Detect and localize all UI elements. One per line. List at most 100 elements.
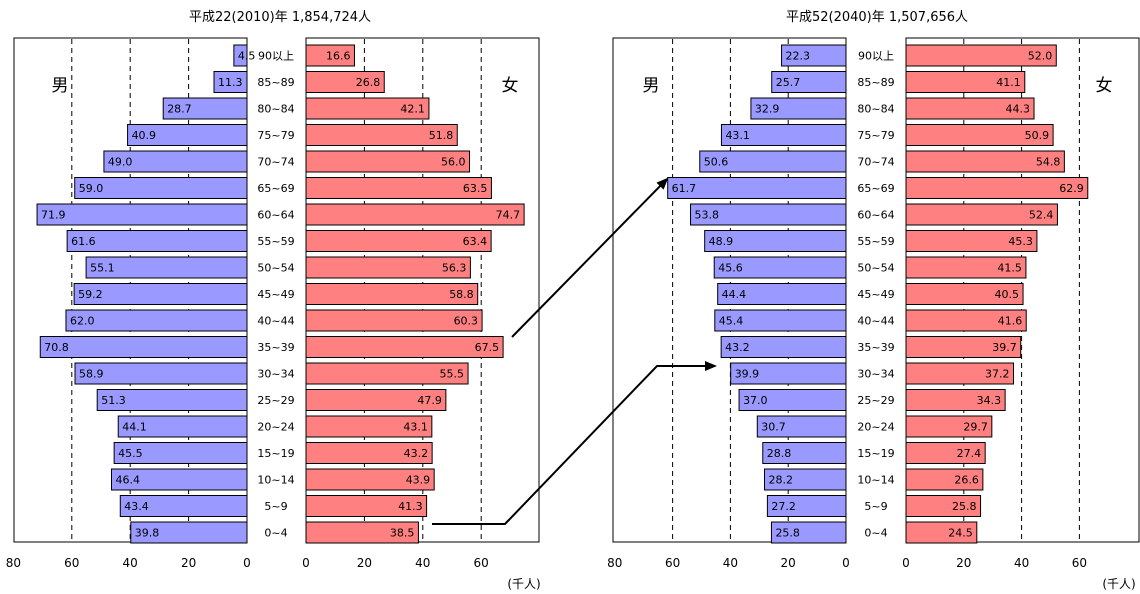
bar-male — [699, 150, 847, 173]
bar-male — [213, 71, 248, 93]
bar-female — [305, 203, 525, 226]
value-label-female: 27.4 — [957, 447, 982, 460]
bar-female — [305, 177, 492, 199]
bar-female — [305, 283, 479, 305]
bar-female — [905, 521, 978, 544]
bar-female — [305, 442, 433, 464]
bar-female — [305, 71, 385, 93]
value-label-female: 44.3 — [1006, 103, 1031, 116]
tick-label-female: 0 — [902, 556, 910, 570]
age-label: 10~14 — [857, 474, 894, 487]
age-label: 70~74 — [257, 156, 294, 169]
age-label: 80~84 — [857, 103, 894, 116]
bar-female — [305, 415, 433, 438]
value-label-female: 42.1 — [400, 103, 425, 116]
bar-male — [770, 521, 847, 544]
bar-male — [750, 97, 847, 120]
bar-male — [162, 97, 248, 120]
age-label: 70~74 — [857, 156, 894, 169]
value-label-male: 71.9 — [41, 209, 66, 222]
bar-male — [74, 177, 248, 199]
bar-male — [233, 44, 248, 67]
age-label: 55~59 — [257, 235, 294, 248]
age-label: 25~29 — [857, 394, 894, 407]
bar-male — [720, 124, 847, 146]
value-label-male: 44.1 — [122, 421, 147, 434]
bar-female — [305, 336, 504, 358]
value-label-female: 37.2 — [985, 368, 1010, 381]
bar-male — [113, 442, 248, 464]
age-label: 5~9 — [864, 500, 887, 513]
bar-male — [756, 415, 847, 438]
value-label-female: 24.5 — [948, 527, 973, 540]
bar-female — [305, 495, 428, 517]
bar-male — [74, 362, 248, 385]
value-label-male: 4.5 — [238, 50, 256, 63]
bar-female — [905, 124, 1054, 146]
bar-male — [738, 389, 847, 411]
value-label-male: 45.5 — [118, 447, 143, 460]
age-label: 10~14 — [257, 474, 294, 487]
female-label: 女 — [1096, 76, 1113, 96]
value-label-female: 52.0 — [1028, 50, 1053, 63]
value-label-male: 28.8 — [767, 447, 792, 460]
value-label-male: 43.1 — [725, 129, 750, 142]
value-label-male: 28.7 — [167, 103, 192, 116]
value-label-female: 16.6 — [326, 50, 351, 63]
bar-female — [305, 124, 458, 146]
tick-label-male: 0 — [842, 556, 850, 570]
value-label-female: 51.8 — [429, 129, 454, 142]
age-label: 15~19 — [257, 447, 294, 460]
value-label-male: 59.2 — [78, 288, 103, 301]
age-label: 50~54 — [857, 262, 894, 275]
chart-title: 平成22(2010)年 1,854,724人 — [189, 10, 371, 25]
bar-male — [720, 336, 847, 358]
tick-label-female: 0 — [302, 556, 310, 570]
bar-male — [117, 415, 248, 438]
bar-female — [305, 389, 447, 411]
bar-female — [305, 468, 435, 491]
age-label: 25~29 — [257, 394, 294, 407]
value-label-male: 25.8 — [775, 527, 800, 540]
tick-label-male: 40 — [723, 556, 738, 570]
value-label-male: 40.9 — [132, 129, 157, 142]
unit-label: (千人) — [1102, 577, 1135, 591]
tick-label-female: 60 — [1072, 556, 1087, 570]
bar-female — [905, 362, 1015, 385]
age-label: 75~79 — [857, 129, 894, 142]
bar-male — [119, 495, 248, 517]
age-label: 45~49 — [257, 288, 294, 301]
bar-male — [714, 309, 847, 332]
age-label: 5~9 — [264, 500, 287, 513]
value-label-male: 51.3 — [101, 394, 126, 407]
bar-female — [905, 336, 1022, 358]
bar-male — [690, 203, 847, 226]
value-label-male: 25.7 — [776, 76, 801, 89]
tick-label-female: 60 — [474, 556, 489, 570]
value-label-female: 38.5 — [390, 527, 415, 540]
age-label: 35~39 — [257, 341, 294, 354]
value-label-female: 58.8 — [449, 288, 474, 301]
bar-female — [905, 283, 1024, 305]
bar-male — [730, 362, 847, 385]
bar-male — [36, 203, 248, 226]
value-label-male: 37.0 — [743, 394, 768, 407]
value-label-male: 61.7 — [672, 182, 697, 195]
value-label-female: 29.7 — [963, 421, 988, 434]
bar-male — [111, 468, 248, 491]
value-label-male: 46.4 — [116, 474, 140, 487]
age-label: 90以上 — [858, 50, 894, 63]
age-label: 45~49 — [857, 288, 894, 301]
value-label-female: 26.6 — [954, 474, 979, 487]
value-label-female: 63.5 — [463, 182, 488, 195]
bar-female — [905, 44, 1057, 67]
bar-male — [66, 230, 248, 252]
bar-female — [905, 495, 982, 517]
value-label-male: 39.8 — [135, 527, 160, 540]
bar-male — [764, 468, 847, 491]
value-label-male: 45.4 — [719, 315, 744, 328]
value-label-male: 27.2 — [771, 500, 796, 513]
age-label: 60~64 — [857, 209, 894, 222]
value-label-female: 56.3 — [442, 262, 467, 275]
age-label: 20~24 — [857, 421, 894, 434]
